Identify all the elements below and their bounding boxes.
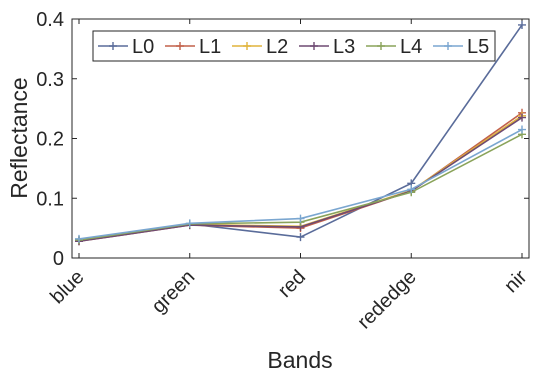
y-tick-label: 0.1 [36,188,64,210]
data-point [296,214,305,223]
x-tick-label: rededge [353,266,420,333]
y-axis-label: Reflectance [6,77,32,198]
legend-label: L1 [199,36,221,58]
legend: L0 L1 L2 L3 L4 L5 [92,30,496,62]
y-tick-label: 0.3 [36,69,64,91]
y-tick-label: 0 [53,248,64,270]
legend-item: L1 [165,36,221,58]
data-point [518,113,526,122]
data-point [518,20,526,29]
legend-item: L0 [98,36,154,58]
legend-label: L2 [266,36,288,58]
legend-label: L3 [333,36,355,58]
y-tick-label: 0.2 [36,129,64,151]
legend-box [92,30,496,62]
legend-item: L4 [366,36,422,58]
data-point [185,219,194,228]
legend-marker [243,42,251,50]
series-L5 [75,125,526,243]
legend-label: L0 [132,36,154,58]
legend-item: L2 [232,36,288,58]
x-tick-label: nir [500,266,532,298]
x-tick-label: green [148,266,200,318]
x-tick-label: blue [46,266,88,308]
data-point [518,125,526,134]
data-point [75,234,83,243]
legend-item: L5 [433,36,489,58]
y-axis: 0 0.1 0.2 0.3 0.4 [36,9,529,270]
legend-marker [444,42,452,50]
legend-marker [109,42,117,50]
legend-marker [377,42,385,50]
y-tick-label: 0.4 [36,9,64,31]
legend-marker [176,42,184,50]
data-point [407,185,416,194]
x-axis-label: Bands [267,347,332,370]
data-point [296,233,305,242]
legend-item: L3 [299,36,355,58]
legend-marker [310,42,318,50]
legend-label: L5 [467,36,489,58]
series-layer [75,20,526,246]
x-tick-label: red [274,266,310,302]
legend-label: L4 [400,36,422,58]
